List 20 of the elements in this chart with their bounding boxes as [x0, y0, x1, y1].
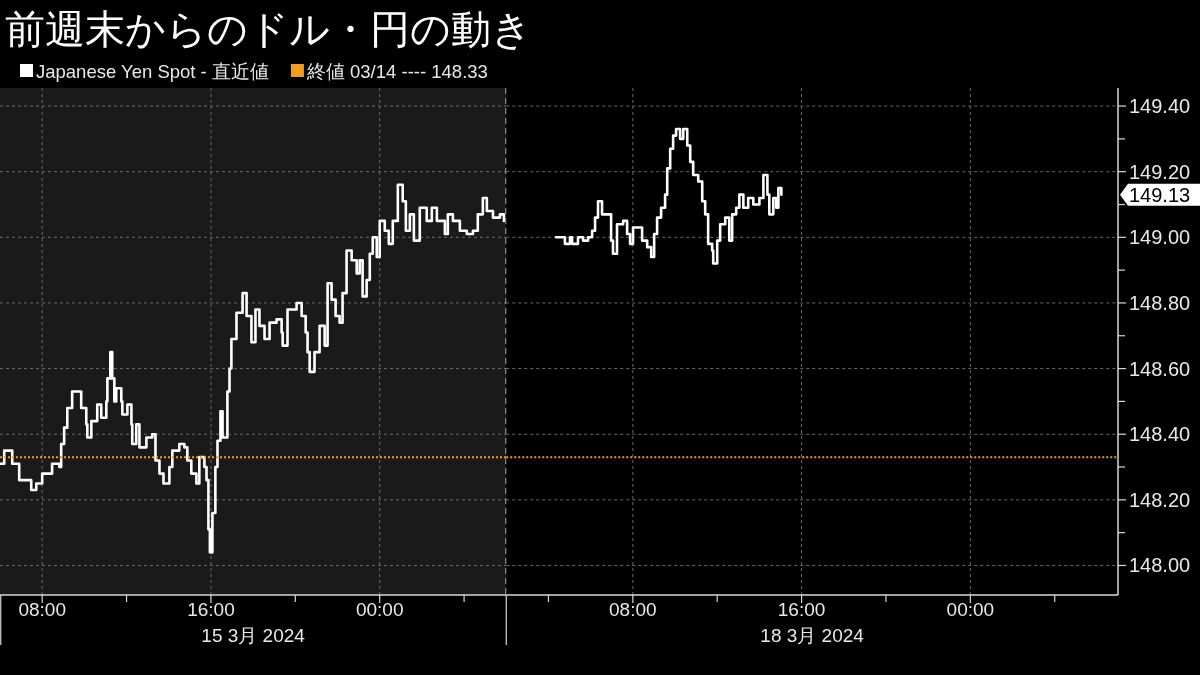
text: 149.13 [1129, 183, 1191, 206]
y-tick-label: 148.60 [1129, 357, 1191, 380]
x-tick-label: 00:00 [946, 598, 995, 620]
legend-label: Japanese Yen Spot - 直近値 [36, 60, 269, 82]
y-tick-label: 148.00 [1129, 554, 1191, 577]
y-tick-label: 149.20 [1129, 160, 1191, 183]
title: 前週末からのドル・円の動き [5, 6, 532, 52]
y-tick-label: 148.80 [1129, 291, 1191, 314]
x-tick-label: 00:00 [355, 598, 404, 620]
legend-label: 終値 03/14 ---- 148.33 [305, 60, 488, 82]
y-tick-label: 148.20 [1129, 488, 1191, 511]
x-axis-title: 15 3月 2024 [201, 624, 306, 646]
y-tick-label: 149.40 [1129, 95, 1191, 118]
x-tick-label: 16:00 [777, 598, 826, 620]
x-tick-label: 16:00 [187, 598, 235, 620]
x-tick-label: 08:00 [609, 598, 657, 620]
x-tick-label: 08:00 [18, 598, 66, 620]
y-tick-label: 148.40 [1129, 423, 1191, 446]
x-axis-title: 18 3月 2024 [760, 624, 865, 646]
y-tick-label: 149.00 [1129, 226, 1191, 249]
